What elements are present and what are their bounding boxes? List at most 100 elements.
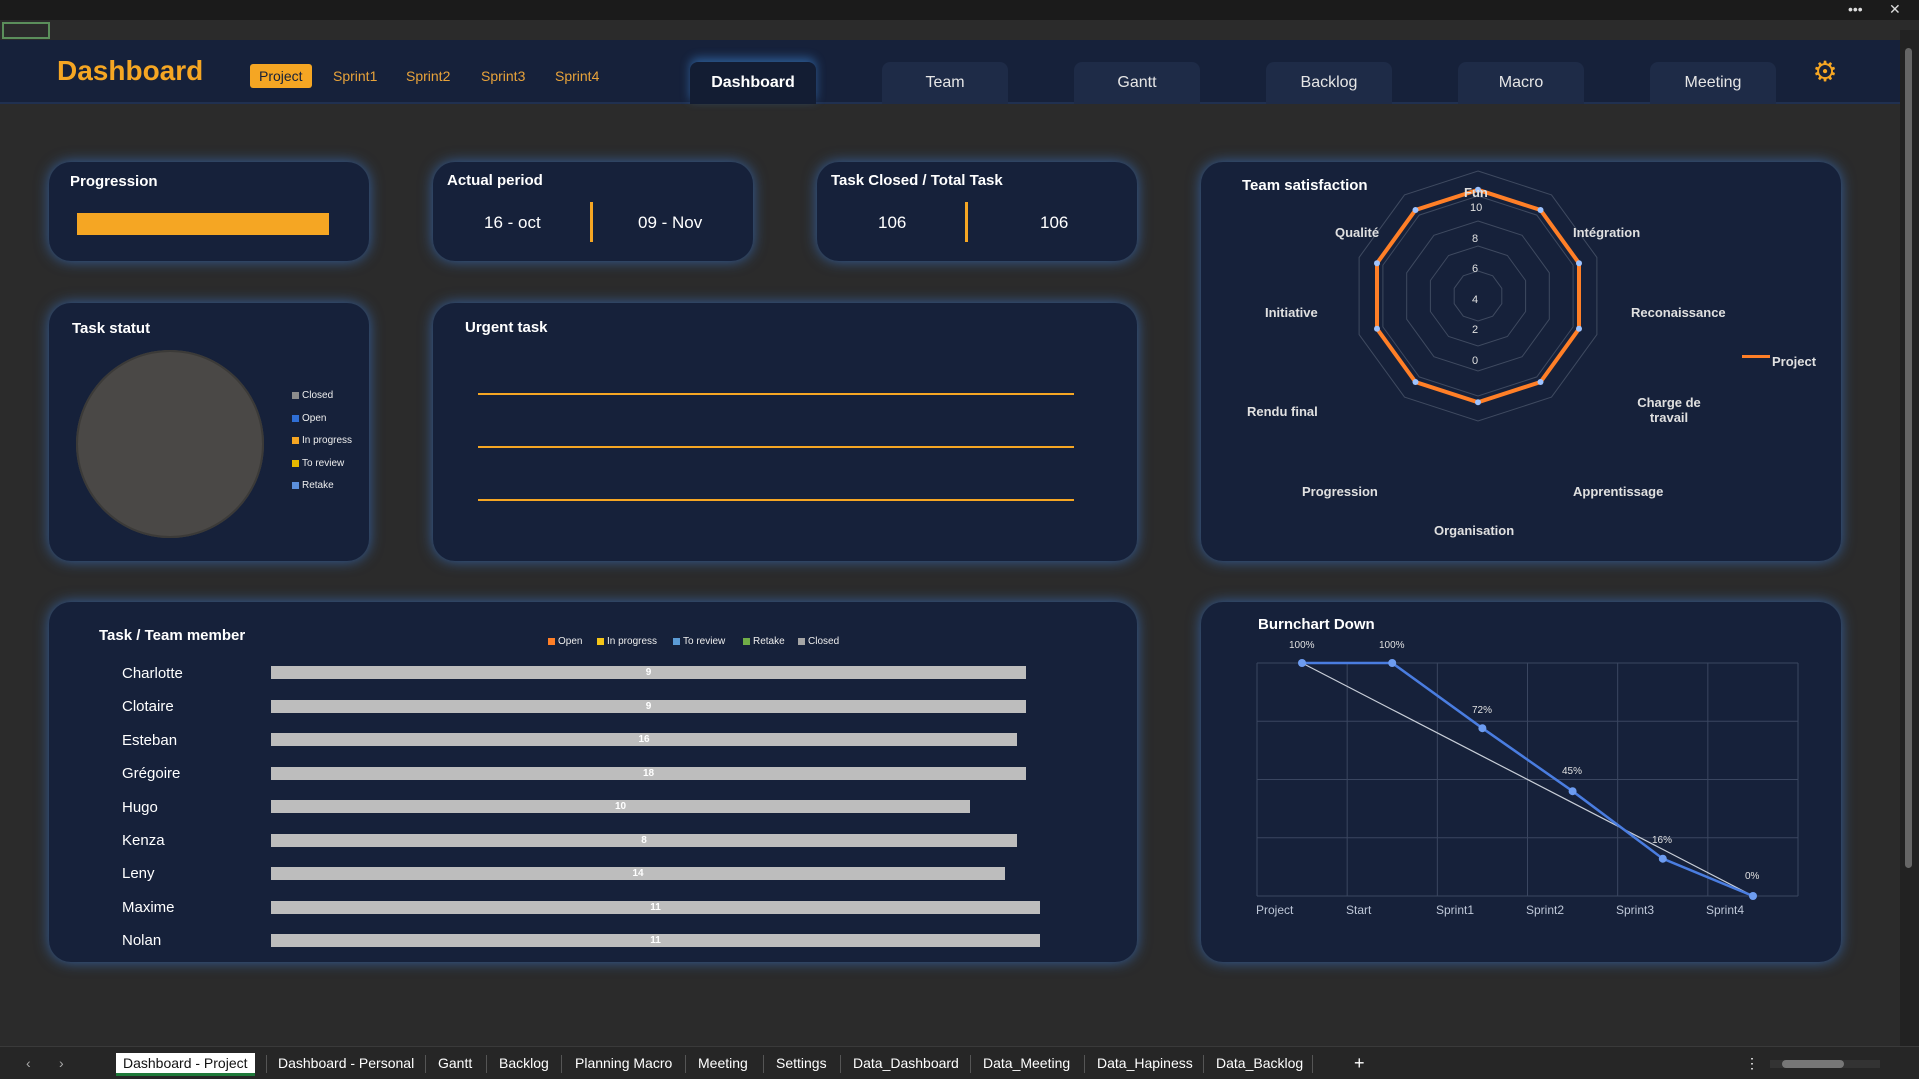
member-bar bbox=[271, 733, 1017, 746]
radar-point bbox=[1576, 260, 1582, 267]
member-name: Kenza bbox=[122, 832, 165, 849]
radar-tick-6: 6 bbox=[1472, 263, 1479, 275]
legend-swatch bbox=[673, 637, 680, 645]
member-count: 11 bbox=[650, 935, 661, 946]
sprint-tab-sprint3[interactable]: Sprint3 bbox=[481, 68, 526, 84]
member-bar bbox=[271, 767, 1026, 780]
legend-label: In progress bbox=[302, 435, 353, 446]
burnchart-svg bbox=[1256, 659, 1799, 900]
radar-tick-10: 10 bbox=[1470, 202, 1483, 214]
sheet-tab-data-hapiness[interactable]: Data_Hapiness bbox=[1097, 1055, 1193, 1071]
radar-label-organisation: Organisation bbox=[1434, 523, 1515, 538]
sprint-tab-sprint2[interactable]: Sprint2 bbox=[406, 68, 451, 84]
burn-x-label: Sprint1 bbox=[1436, 903, 1475, 917]
radar-tick-0: 0 bbox=[1472, 355, 1479, 367]
sheet-menu-icon[interactable]: ⋮ bbox=[1745, 1055, 1759, 1071]
member-count: 9 bbox=[645, 701, 652, 712]
radar-grid-ring bbox=[1406, 220, 1550, 372]
nav-tab-macro[interactable]: Macro bbox=[1458, 62, 1584, 104]
legend-label: In progress bbox=[607, 636, 658, 647]
task-closed-card bbox=[817, 162, 1137, 261]
tab-separator bbox=[685, 1055, 686, 1073]
legend-swatch bbox=[292, 414, 299, 422]
burn-x-label: Sprint2 bbox=[1526, 903, 1565, 917]
member-bar bbox=[271, 700, 1026, 713]
urgent-task-row bbox=[478, 393, 1074, 395]
member-bar bbox=[271, 834, 1017, 847]
team-satisfaction-title: Team satisfaction bbox=[1242, 177, 1368, 194]
member-name: Charlotte bbox=[122, 665, 183, 682]
sheet-tab-dashboard-personal[interactable]: Dashboard - Personal bbox=[278, 1055, 415, 1071]
member-bar bbox=[271, 934, 1040, 947]
radar-point bbox=[1374, 260, 1380, 267]
legend-swatch bbox=[292, 391, 299, 399]
member-name: Maxime bbox=[122, 899, 175, 916]
radar-point bbox=[1412, 207, 1419, 213]
progression-card bbox=[49, 162, 369, 261]
legend-retake: Retake bbox=[292, 480, 334, 491]
more-options-icon[interactable]: ••• bbox=[1848, 1, 1863, 17]
period-divider bbox=[590, 202, 593, 242]
sheet-tab-planning-macro[interactable]: Planning Macro bbox=[575, 1055, 673, 1071]
gear-icon[interactable]: ⚙ bbox=[1812, 56, 1838, 87]
legend-swatch bbox=[292, 436, 299, 444]
radar-point bbox=[1537, 207, 1544, 213]
legend-swatch bbox=[743, 637, 750, 645]
sheet-prev-button[interactable]: ‹ bbox=[26, 1055, 31, 1071]
close-icon[interactable]: ✕ bbox=[1889, 1, 1901, 17]
add-sheet-button[interactable]: + bbox=[1354, 1053, 1365, 1073]
sheet-tab-data-dashboard[interactable]: Data_Dashboard bbox=[853, 1055, 959, 1071]
task-statut-pie bbox=[76, 350, 264, 538]
legend-label: To review bbox=[302, 458, 345, 469]
sheet-tab-backlog[interactable]: Backlog bbox=[499, 1055, 549, 1071]
tt-legend-in-progress: In progress bbox=[597, 636, 657, 647]
burn-x-label: Sprint4 bbox=[1706, 903, 1745, 917]
sheet-next-button[interactable]: › bbox=[59, 1055, 64, 1071]
legend-open: Open bbox=[292, 413, 326, 424]
task-team-title: Task / Team member bbox=[99, 627, 246, 644]
legend-swatch bbox=[597, 637, 604, 645]
nav-tab-team[interactable]: Team bbox=[882, 62, 1008, 104]
member-count: 9 bbox=[645, 667, 652, 678]
sheet-tab-data-backlog[interactable]: Data_Backlog bbox=[1216, 1055, 1304, 1071]
sprint-tab-sprint4[interactable]: Sprint4 bbox=[555, 68, 600, 84]
radar-label-rendu-final: Rendu final bbox=[1247, 404, 1318, 419]
nav-tab-meeting[interactable]: Meeting bbox=[1650, 62, 1776, 104]
tasks-divider bbox=[965, 202, 968, 242]
legend-label: Retake bbox=[753, 636, 785, 647]
radar-label-initiative: Initiative bbox=[1265, 305, 1318, 320]
legend-to-review: To review bbox=[292, 458, 344, 469]
sheet-tab-data-meeting[interactable]: Data_Meeting bbox=[983, 1055, 1071, 1071]
horizontal-scroll-thumb[interactable] bbox=[1782, 1060, 1844, 1068]
tab-separator bbox=[1312, 1055, 1313, 1073]
radar-chart bbox=[1358, 170, 1598, 422]
member-bar bbox=[271, 666, 1026, 679]
sheet-tab-dashboard-project[interactable]: Dashboard - Project bbox=[116, 1053, 255, 1076]
burn-ideal-line bbox=[1301, 662, 1754, 897]
radar-label-integration: Intégration bbox=[1573, 225, 1641, 240]
vertical-scroll-thumb[interactable] bbox=[1905, 48, 1912, 868]
tab-separator bbox=[266, 1055, 267, 1073]
nav-tab-gantt[interactable]: Gantt bbox=[1074, 62, 1200, 104]
progression-title: Progression bbox=[70, 173, 158, 190]
legend-label: Closed bbox=[808, 636, 840, 647]
tt-legend-retake: Retake bbox=[743, 636, 785, 647]
team-satisfaction-card bbox=[1201, 162, 1841, 561]
sheet-tab-meeting[interactable]: Meeting bbox=[698, 1055, 748, 1071]
radar-point bbox=[1412, 379, 1419, 385]
radar-point bbox=[1537, 379, 1544, 385]
sheet-tab-settings[interactable]: Settings bbox=[776, 1055, 827, 1071]
sprint-tab-project[interactable]: Project bbox=[250, 64, 312, 88]
legend-label: Closed bbox=[302, 390, 334, 401]
cell-selection[interactable] bbox=[2, 22, 50, 39]
progression-bar bbox=[77, 213, 329, 235]
tab-separator bbox=[561, 1055, 562, 1073]
member-name: Nolan bbox=[122, 932, 162, 949]
burn-point bbox=[1749, 892, 1757, 900]
nav-tab-dashboard[interactable]: Dashboard bbox=[690, 62, 816, 104]
nav-tab-backlog[interactable]: Backlog bbox=[1266, 62, 1392, 104]
sprint-tab-sprint1[interactable]: Sprint1 bbox=[333, 68, 378, 84]
sheet-tab-gantt[interactable]: Gantt bbox=[438, 1055, 473, 1071]
member-count: 10 bbox=[614, 801, 627, 812]
radar-point bbox=[1374, 325, 1380, 332]
